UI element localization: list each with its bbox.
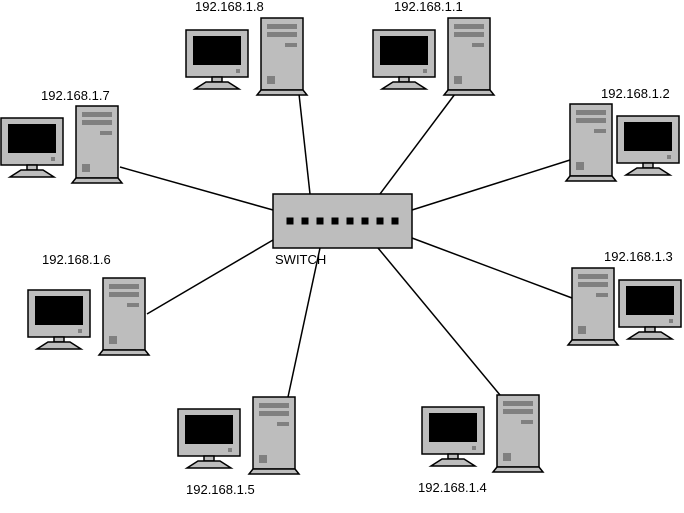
ip-label-pc2: 192.168.1.2 — [601, 86, 670, 101]
tower-bay — [576, 118, 606, 123]
switch-port — [287, 218, 294, 225]
tower-button — [454, 76, 462, 84]
tower-foot — [493, 467, 543, 472]
tower-bay — [576, 110, 606, 115]
tower-foot — [99, 350, 149, 355]
switch-port — [302, 218, 309, 225]
tower-bay — [503, 401, 533, 406]
tower-bay — [267, 24, 297, 29]
switch-port — [332, 218, 339, 225]
tower-bay — [454, 24, 484, 29]
tower-foot — [257, 90, 307, 95]
monitor-screen — [8, 124, 56, 153]
tower-bay — [454, 32, 484, 37]
switch-port — [377, 218, 384, 225]
ip-label-pc6: 192.168.1.6 — [42, 252, 111, 267]
tower-button — [576, 162, 584, 170]
monitor-screen — [185, 415, 233, 444]
switch-label: SWITCH — [275, 252, 326, 267]
switch-port — [392, 218, 399, 225]
monitor-screen — [624, 122, 672, 151]
tower-button — [503, 453, 511, 461]
tower-bay — [578, 274, 608, 279]
switch-port — [317, 218, 324, 225]
tower-bay — [259, 411, 289, 416]
tower-button — [578, 326, 586, 334]
tower-slot — [521, 420, 533, 424]
switch-port — [362, 218, 369, 225]
monitor-screen — [380, 36, 428, 65]
ip-label-pc8: 192.168.1.8 — [195, 0, 264, 14]
tower-slot — [594, 129, 606, 133]
monitor-led — [472, 446, 476, 450]
monitor-led — [236, 69, 240, 73]
ip-label-pc7: 192.168.1.7 — [41, 88, 110, 103]
monitor-screen — [35, 296, 83, 325]
tower-bay — [82, 120, 112, 125]
tower-bay — [578, 282, 608, 287]
monitor-led — [667, 155, 671, 159]
tower-foot — [444, 90, 494, 95]
tower-button — [82, 164, 90, 172]
tower-bay — [109, 284, 139, 289]
tower-slot — [100, 131, 112, 135]
monitor-screen — [626, 286, 674, 315]
tower-bay — [267, 32, 297, 37]
tower-foot — [249, 469, 299, 474]
monitor-screen — [193, 36, 241, 65]
tower-button — [109, 336, 117, 344]
tower-slot — [127, 303, 139, 307]
tower-button — [259, 455, 267, 463]
monitor-led — [78, 329, 82, 333]
monitor-led — [423, 69, 427, 73]
tower-bay — [503, 409, 533, 414]
tower-foot — [568, 340, 618, 345]
tower-bay — [109, 292, 139, 297]
tower-bay — [259, 403, 289, 408]
ip-label-pc4: 192.168.1.4 — [418, 480, 487, 495]
tower-foot — [566, 176, 616, 181]
monitor-led — [228, 448, 232, 452]
tower-slot — [596, 293, 608, 297]
tower-bay — [82, 112, 112, 117]
tower-foot — [72, 178, 122, 183]
ip-label-pc3: 192.168.1.3 — [604, 249, 673, 264]
ip-label-pc5: 192.168.1.5 — [186, 482, 255, 497]
ip-label-pc1: 192.168.1.1 — [394, 0, 463, 14]
tower-slot — [285, 43, 297, 47]
monitor-led — [669, 319, 673, 323]
tower-button — [267, 76, 275, 84]
network-diagram: SWITCH 192.168.1.1 192.168.1.2 192.168.1.3 1… — [0, 0, 684, 513]
tower-slot — [472, 43, 484, 47]
switch-port — [347, 218, 354, 225]
monitor-screen — [429, 413, 477, 442]
tower-slot — [277, 422, 289, 426]
monitor-led — [51, 157, 55, 161]
